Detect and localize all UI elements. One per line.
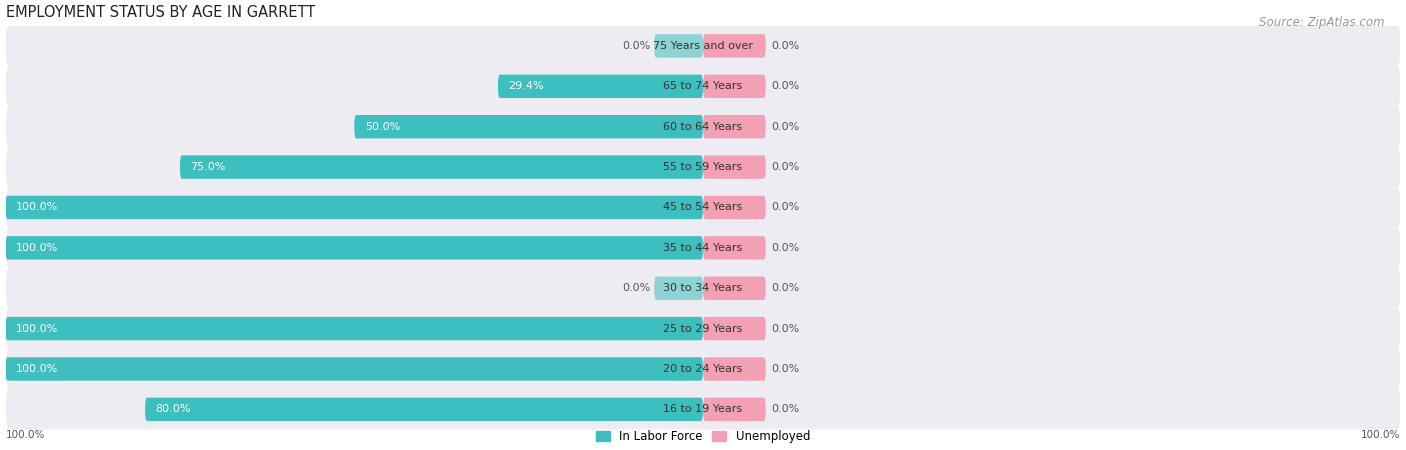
FancyBboxPatch shape <box>6 349 1400 389</box>
Text: 55 to 59 Years: 55 to 59 Years <box>664 162 742 172</box>
FancyBboxPatch shape <box>703 196 766 219</box>
FancyBboxPatch shape <box>180 155 703 179</box>
Text: 45 to 54 Years: 45 to 54 Years <box>664 202 742 212</box>
FancyBboxPatch shape <box>703 115 766 139</box>
Text: 0.0%: 0.0% <box>772 41 800 51</box>
FancyBboxPatch shape <box>703 357 766 381</box>
Text: 35 to 44 Years: 35 to 44 Years <box>664 243 742 253</box>
Text: 75 Years and over: 75 Years and over <box>652 41 754 51</box>
FancyBboxPatch shape <box>6 317 703 340</box>
FancyBboxPatch shape <box>145 398 703 421</box>
Text: 0.0%: 0.0% <box>772 122 800 132</box>
FancyBboxPatch shape <box>6 308 1400 349</box>
FancyBboxPatch shape <box>6 107 1400 147</box>
Text: 0.0%: 0.0% <box>772 324 800 333</box>
FancyBboxPatch shape <box>6 26 1400 66</box>
FancyBboxPatch shape <box>6 236 703 260</box>
FancyBboxPatch shape <box>6 357 703 381</box>
Text: 100.0%: 100.0% <box>15 202 58 212</box>
FancyBboxPatch shape <box>654 276 703 300</box>
Text: 25 to 29 Years: 25 to 29 Years <box>664 324 742 333</box>
FancyBboxPatch shape <box>703 34 766 58</box>
FancyBboxPatch shape <box>6 389 1400 430</box>
FancyBboxPatch shape <box>703 398 766 421</box>
Text: 100.0%: 100.0% <box>15 243 58 253</box>
FancyBboxPatch shape <box>654 34 703 58</box>
Legend: In Labor Force, Unemployed: In Labor Force, Unemployed <box>591 425 815 448</box>
FancyBboxPatch shape <box>6 196 703 219</box>
Text: 75.0%: 75.0% <box>190 162 226 172</box>
FancyBboxPatch shape <box>703 276 766 300</box>
Text: 100.0%: 100.0% <box>15 324 58 333</box>
Text: 0.0%: 0.0% <box>772 202 800 212</box>
Text: 0.0%: 0.0% <box>772 243 800 253</box>
Text: 0.0%: 0.0% <box>623 41 651 51</box>
Text: 100.0%: 100.0% <box>15 364 58 374</box>
Text: 0.0%: 0.0% <box>772 405 800 414</box>
Text: 50.0%: 50.0% <box>364 122 399 132</box>
FancyBboxPatch shape <box>498 75 703 98</box>
Text: 0.0%: 0.0% <box>772 283 800 293</box>
FancyBboxPatch shape <box>6 228 1400 268</box>
FancyBboxPatch shape <box>703 75 766 98</box>
Text: 0.0%: 0.0% <box>772 364 800 374</box>
Text: 0.0%: 0.0% <box>772 162 800 172</box>
Text: 20 to 24 Years: 20 to 24 Years <box>664 364 742 374</box>
Text: 16 to 19 Years: 16 to 19 Years <box>664 405 742 414</box>
Text: Source: ZipAtlas.com: Source: ZipAtlas.com <box>1260 16 1385 29</box>
Text: 60 to 64 Years: 60 to 64 Years <box>664 122 742 132</box>
Text: 0.0%: 0.0% <box>623 283 651 293</box>
FancyBboxPatch shape <box>703 317 766 340</box>
Text: EMPLOYMENT STATUS BY AGE IN GARRETT: EMPLOYMENT STATUS BY AGE IN GARRETT <box>6 4 315 20</box>
FancyBboxPatch shape <box>6 66 1400 107</box>
FancyBboxPatch shape <box>6 268 1400 308</box>
FancyBboxPatch shape <box>703 236 766 260</box>
Text: 0.0%: 0.0% <box>772 81 800 91</box>
FancyBboxPatch shape <box>6 187 1400 228</box>
Text: 29.4%: 29.4% <box>509 81 544 91</box>
Text: 65 to 74 Years: 65 to 74 Years <box>664 81 742 91</box>
FancyBboxPatch shape <box>354 115 703 139</box>
Text: 100.0%: 100.0% <box>1361 430 1400 441</box>
FancyBboxPatch shape <box>703 155 766 179</box>
Text: 80.0%: 80.0% <box>156 405 191 414</box>
Text: 30 to 34 Years: 30 to 34 Years <box>664 283 742 293</box>
FancyBboxPatch shape <box>6 147 1400 187</box>
Text: 100.0%: 100.0% <box>6 430 45 441</box>
